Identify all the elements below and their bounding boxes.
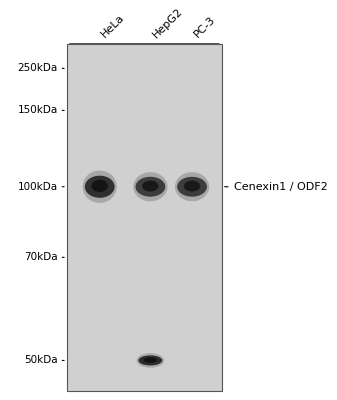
Text: Cenexin1 / ODF2: Cenexin1 / ODF2 xyxy=(234,182,328,192)
Bar xyxy=(67,44,222,391)
Ellipse shape xyxy=(144,357,157,363)
Ellipse shape xyxy=(85,176,115,198)
Text: HepG2: HepG2 xyxy=(150,6,184,40)
Ellipse shape xyxy=(175,172,209,201)
Ellipse shape xyxy=(139,356,162,366)
Ellipse shape xyxy=(142,180,158,192)
Ellipse shape xyxy=(92,180,108,192)
Text: 150kDa: 150kDa xyxy=(18,105,58,115)
Ellipse shape xyxy=(136,353,164,368)
Ellipse shape xyxy=(83,170,117,203)
Text: 250kDa: 250kDa xyxy=(18,63,58,73)
Text: PC-3: PC-3 xyxy=(192,15,217,40)
Ellipse shape xyxy=(135,177,165,197)
Ellipse shape xyxy=(177,177,207,197)
Ellipse shape xyxy=(133,172,167,201)
Ellipse shape xyxy=(184,180,200,192)
Text: 50kDa: 50kDa xyxy=(24,356,58,366)
Text: 70kDa: 70kDa xyxy=(24,252,58,262)
Text: HeLa: HeLa xyxy=(100,13,127,40)
Text: 100kDa: 100kDa xyxy=(18,182,58,192)
